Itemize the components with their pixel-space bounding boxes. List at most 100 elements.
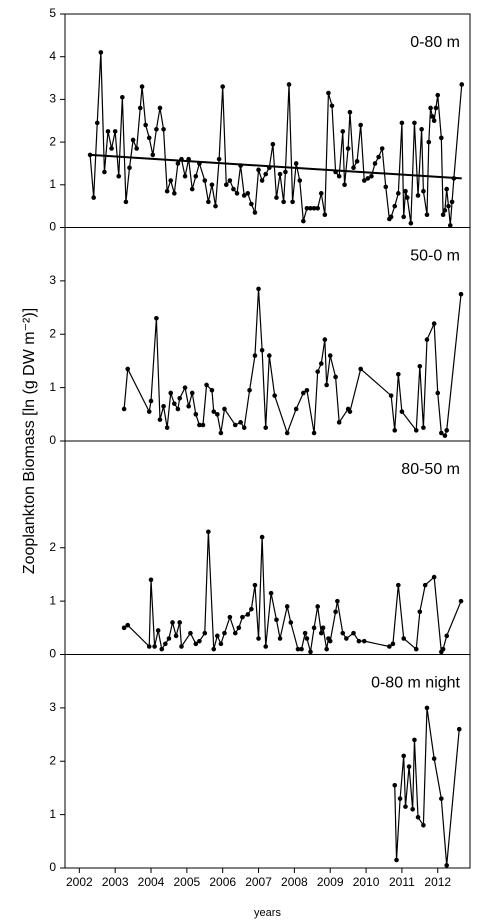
- data-point: [394, 857, 399, 863]
- data-point: [301, 390, 306, 396]
- data-point: [170, 620, 175, 625]
- data-point: [302, 630, 308, 636]
- data-point: [193, 412, 199, 417]
- data-point: [177, 396, 182, 401]
- data-point: [87, 152, 93, 158]
- data-point: [396, 191, 401, 196]
- data-point: [173, 633, 179, 639]
- data-point: [458, 291, 464, 297]
- data-point: [326, 90, 331, 96]
- data-point: [311, 625, 317, 631]
- data-point: [247, 387, 252, 393]
- y-axis-label: Zooplankton Biomass [ln (g DW m⁻²)]: [21, 308, 38, 574]
- data-point: [94, 120, 100, 126]
- data-point: [105, 129, 111, 134]
- data-point: [318, 630, 324, 636]
- x-axis-label: years: [254, 907, 281, 919]
- data-point: [444, 186, 450, 192]
- data-point: [456, 726, 462, 732]
- data-point: [202, 630, 208, 636]
- data-point: [120, 94, 125, 100]
- data-point: [430, 114, 435, 119]
- y-tick-label: 1: [49, 177, 56, 191]
- data-point: [277, 636, 283, 641]
- data-point: [413, 428, 419, 433]
- data-point: [387, 644, 392, 649]
- data-point: [415, 814, 421, 820]
- data-point: [159, 646, 165, 652]
- data-point: [361, 638, 367, 644]
- data-point: [125, 366, 131, 372]
- data-point: [295, 646, 301, 652]
- data-point: [164, 425, 170, 430]
- series-line: [89, 52, 463, 226]
- data-point: [204, 382, 209, 388]
- y-tick-label: 2: [49, 540, 56, 554]
- data-point: [172, 191, 177, 196]
- data-point: [148, 577, 154, 583]
- data-point: [399, 120, 405, 126]
- data-point: [397, 796, 403, 801]
- data-point: [449, 199, 455, 205]
- data-point: [146, 644, 152, 649]
- data-point: [390, 641, 396, 647]
- y-tick-label: 0: [49, 647, 56, 661]
- data-point: [161, 404, 166, 409]
- data-point: [286, 82, 292, 87]
- series-line: [123, 288, 462, 437]
- data-point: [315, 369, 320, 374]
- data-point: [157, 417, 163, 422]
- data-point: [440, 212, 446, 217]
- data-point: [335, 598, 340, 604]
- data-point: [392, 428, 398, 433]
- data-point: [193, 641, 199, 647]
- data-point: [369, 173, 374, 179]
- data-point: [347, 409, 353, 414]
- data-point: [318, 191, 324, 196]
- data-point: [299, 646, 304, 652]
- data-point: [148, 398, 154, 404]
- data-point: [327, 353, 333, 358]
- data-point: [329, 103, 335, 109]
- data-point: [182, 173, 188, 179]
- data-point: [351, 630, 356, 636]
- data-point: [197, 638, 202, 644]
- data-point: [422, 582, 428, 588]
- data-point: [290, 199, 295, 205]
- data-point: [202, 178, 208, 183]
- data-point: [157, 105, 163, 111]
- data-point: [322, 212, 328, 217]
- data-point: [396, 371, 401, 377]
- data-point: [259, 347, 265, 353]
- data-point: [442, 433, 448, 438]
- data-point: [333, 374, 338, 380]
- data-point: [413, 646, 419, 652]
- x-tick-label: 2007: [245, 875, 272, 889]
- data-point: [372, 161, 378, 166]
- data-point: [222, 406, 227, 412]
- y-tick-label: 2: [49, 753, 56, 767]
- data-point: [175, 161, 181, 166]
- series-line: [394, 707, 460, 866]
- data-point: [288, 620, 294, 625]
- data-point: [431, 118, 437, 124]
- data-point: [234, 191, 240, 196]
- data-point: [209, 387, 215, 393]
- data-point: [431, 321, 437, 326]
- data-point: [383, 184, 389, 190]
- y-tick-label: 5: [49, 6, 56, 20]
- y-tick-label: 2: [49, 326, 56, 340]
- data-point: [401, 636, 406, 641]
- data-point: [347, 109, 353, 115]
- x-tick-label: 2009: [317, 875, 344, 889]
- data-point: [442, 208, 448, 213]
- data-point: [209, 182, 215, 188]
- data-point: [327, 638, 333, 644]
- x-tick-label: 2005: [174, 875, 201, 889]
- data-point: [206, 529, 211, 535]
- data-point: [240, 614, 245, 620]
- data-point: [241, 425, 247, 430]
- data-point: [284, 604, 290, 609]
- data-point: [252, 353, 258, 358]
